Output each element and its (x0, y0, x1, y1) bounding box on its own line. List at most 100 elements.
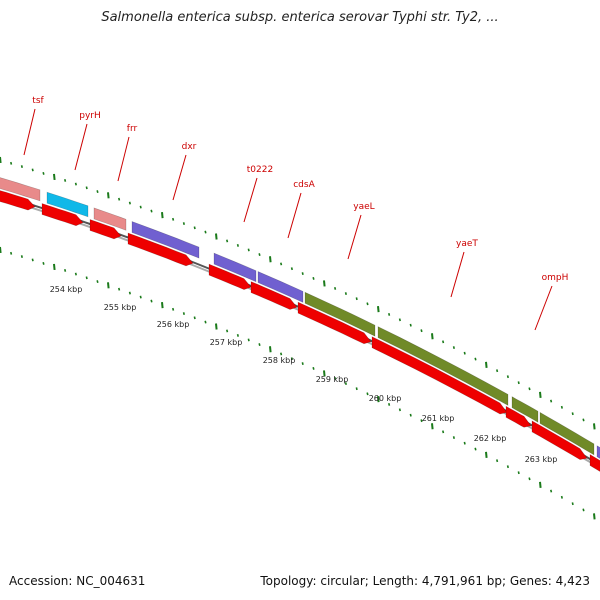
feature-ompH-b[interactable] (539, 411, 595, 456)
cds-arrow[interactable] (127, 232, 194, 267)
feature-yaeL[interactable] (304, 291, 376, 337)
minor-tick (85, 186, 88, 190)
minor-tick (344, 382, 347, 385)
minor-tick (247, 248, 250, 252)
gene-label-cdsA: cdsA (293, 180, 315, 190)
minor-tick (528, 477, 531, 481)
cds-arrow[interactable] (89, 219, 122, 240)
minor-tick (226, 329, 229, 333)
minor-tick (236, 243, 239, 247)
label-leader (23, 108, 36, 156)
major-tick (107, 192, 110, 199)
minor-tick (463, 441, 466, 445)
feature-dxr[interactable] (131, 221, 200, 259)
feature-cdsA[interactable] (257, 271, 304, 303)
minor-tick (128, 291, 131, 295)
gene-label-frr: frr (127, 124, 138, 134)
cds-arrow[interactable] (531, 420, 588, 460)
minor-tick (182, 222, 185, 225)
feature-yaeT[interactable] (377, 326, 509, 406)
cds-arrow[interactable] (589, 453, 600, 478)
minor-tick (452, 346, 455, 349)
feature-pyrH[interactable] (46, 191, 89, 218)
cds-arrow[interactable] (41, 203, 84, 227)
minor-tick (409, 413, 412, 417)
minor-tick (452, 436, 455, 439)
minor-tick (150, 299, 153, 303)
minor-tick (74, 182, 77, 186)
major-tick (269, 256, 272, 263)
kbp-label: 254 kbp (50, 285, 83, 294)
minor-tick (582, 418, 585, 422)
gene-label-dxr: dxr (182, 142, 197, 152)
major-tick (377, 306, 380, 313)
major-tick (53, 173, 56, 181)
minor-tick (496, 369, 499, 373)
kbp-label: 260 kbp (369, 394, 402, 403)
major-tick (107, 282, 110, 289)
minor-tick (560, 405, 563, 409)
gene-label-yaeL: yaeL (353, 202, 374, 212)
minor-tick (474, 357, 477, 361)
major-tick (539, 391, 542, 398)
minor-tick (31, 258, 34, 262)
cds-arrow[interactable] (0, 189, 36, 211)
cds-arrow[interactable] (505, 405, 532, 428)
minor-tick (172, 307, 175, 311)
minor-tick (10, 251, 13, 255)
major-tick (161, 302, 164, 309)
feature-ompH-a[interactable] (511, 396, 539, 423)
major-tick (269, 346, 272, 353)
minor-tick (193, 316, 196, 320)
minor-tick (571, 502, 574, 506)
minor-tick (10, 161, 13, 165)
feature-t0222[interactable] (213, 252, 257, 283)
feature-tsf[interactable] (0, 176, 41, 202)
outer-tick-ring (0, 156, 596, 430)
major-tick (53, 263, 56, 271)
gene-labels: tsf pyrH frr dxr t0222 cdsA yaeL yaeT ompH (23, 96, 568, 331)
cds-arrow[interactable] (250, 281, 298, 310)
minor-tick (301, 362, 304, 366)
minor-tick (420, 329, 423, 333)
minor-tick (280, 352, 283, 356)
minor-tick (334, 287, 337, 290)
minor-tick (366, 392, 369, 396)
major-tick (0, 246, 2, 254)
minor-tick (258, 343, 261, 346)
cds-arrow[interactable] (371, 336, 508, 415)
accession-text: Accession: NC_004631 (9, 574, 146, 588)
gene-label-pyrH: pyrH (79, 111, 101, 121)
cds-arrow[interactable] (208, 263, 252, 290)
minor-tick (96, 280, 99, 283)
minor-tick (550, 489, 553, 493)
minor-tick (42, 171, 45, 175)
minor-tick (582, 508, 585, 512)
feature-tracks[interactable] (0, 176, 600, 478)
minor-tick (64, 269, 67, 272)
minor-tick (355, 387, 358, 391)
topology-stats: Topology: circular; Length: 4,791,961 bp… (260, 574, 590, 588)
feature-frr[interactable] (93, 207, 127, 231)
minor-tick (312, 367, 315, 370)
major-tick (0, 156, 2, 164)
minor-tick (334, 377, 337, 380)
cds-arrow[interactable] (297, 301, 372, 345)
kbp-label: 263 kbp (525, 455, 558, 464)
minor-tick (139, 205, 142, 209)
major-tick (377, 396, 380, 403)
minor-tick (182, 312, 185, 315)
kbp-label: 262 kbp (474, 434, 507, 443)
minor-tick (31, 168, 34, 172)
major-tick (485, 361, 488, 368)
major-tick (431, 423, 434, 430)
minor-tick (290, 267, 293, 271)
backbone-track (0, 193, 600, 470)
gene-label-tsf: tsf (32, 96, 44, 106)
major-tick (323, 280, 326, 287)
kbp-labels: 254 kbp 255 kbp 256 kbp 257 kbp 258 kbp 259 k… (50, 285, 558, 464)
minor-tick (74, 272, 77, 276)
major-tick (431, 333, 434, 340)
inner-tick-ring (0, 246, 596, 520)
